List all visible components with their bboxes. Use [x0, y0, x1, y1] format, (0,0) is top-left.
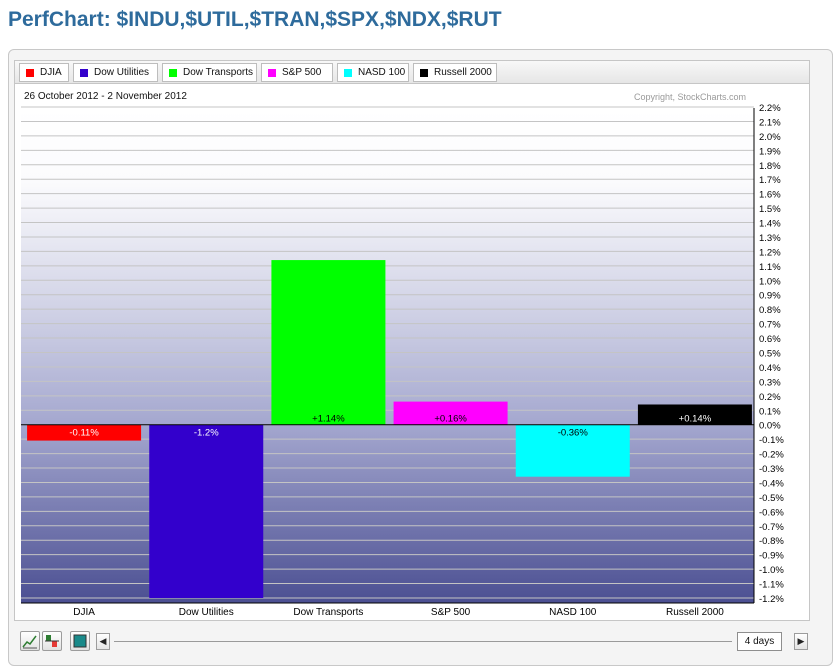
legend-swatch-icon: [26, 69, 34, 77]
date-slider-track[interactable]: [114, 641, 732, 642]
legend-swatch-icon: [420, 69, 428, 77]
perf-chart: -0.11% -1.2% +1.14% +0.16% -0.36% +0.14% 2.2%…: [21, 103, 784, 618]
copyright-notice: Copyright, StockCharts.com: [634, 92, 747, 102]
bar-russell-2000[interactable]: [637, 404, 752, 425]
legend-label: S&P 500: [282, 67, 322, 78]
y-tick-label: -0.9%: [759, 551, 784, 562]
legend-label: DJIA: [40, 67, 62, 78]
date-range: 26 October 2012 - 2 November 2012: [24, 91, 187, 102]
x-category-label: NASD 100: [549, 607, 597, 618]
legend-swatch-icon: [344, 69, 352, 77]
period-selector[interactable]: 4 days: [737, 632, 782, 651]
color-square-icon[interactable]: [70, 631, 90, 651]
y-tick-label: 1.4%: [759, 219, 781, 230]
y-tick-label: 1.5%: [759, 204, 781, 215]
y-tick-label: -0.1%: [759, 435, 784, 446]
legend-swatch-icon: [268, 69, 276, 77]
y-tick-label: 0.4%: [759, 363, 781, 374]
legend-item-dow-transports[interactable]: Dow Transports: [162, 63, 257, 82]
bar-value-label: +0.16%: [434, 414, 467, 425]
legend-label: Dow Transports: [183, 67, 254, 78]
x-category-label: DJIA: [73, 607, 95, 618]
y-tick-label: 0.9%: [759, 291, 781, 302]
legend-label: Russell 2000: [434, 67, 492, 78]
y-tick-label: -0.6%: [759, 507, 784, 518]
y-tick-label: 2.0%: [759, 132, 781, 143]
y-tick-label: -1.1%: [759, 580, 784, 591]
y-tick-label: 0.3%: [759, 377, 781, 388]
y-tick-label: 1.8%: [759, 161, 781, 172]
bar-nasd-100[interactable]: [515, 424, 630, 477]
y-tick-label: 0.1%: [759, 406, 781, 417]
y-tick-label: -0.5%: [759, 493, 784, 504]
y-tick-label: 1.2%: [759, 247, 781, 258]
bar-dow-transports[interactable]: [271, 260, 386, 425]
bar-value-label: +0.14%: [679, 414, 712, 425]
bar-chart-icon[interactable]: [42, 631, 62, 651]
y-tick-label: 1.9%: [759, 146, 781, 157]
x-category-label: Russell 2000: [666, 607, 724, 618]
legend-item-russell2000[interactable]: Russell 2000: [413, 63, 497, 82]
plot-panel: -0.11% -1.2% +1.14% +0.16% -0.36% +0.14% 2.2%…: [14, 83, 810, 621]
legend-item-dow-utilities[interactable]: Dow Utilities: [73, 63, 158, 82]
page-title: PerfChart: $INDU,$UTIL,$TRAN,$SPX,$NDX,$…: [8, 8, 502, 31]
legend-swatch-icon: [169, 69, 177, 77]
y-tick-label: 2.2%: [759, 103, 781, 114]
y-tick-label: -0.2%: [759, 450, 784, 461]
x-category-label: S&P 500: [431, 607, 471, 618]
y-tick-label: -0.7%: [759, 522, 784, 533]
y-tick-label: 1.6%: [759, 190, 781, 201]
y-tick-label: -1.0%: [759, 565, 784, 576]
y-tick-label: 1.0%: [759, 276, 781, 287]
legend-item-djia[interactable]: DJIA: [19, 63, 69, 82]
legend-label: Dow Utilities: [94, 67, 150, 78]
y-tick-label: -0.8%: [759, 536, 784, 547]
bar-s-p-500[interactable]: [393, 401, 508, 425]
chart-toolbar: ◀ 4 days ▶: [14, 629, 814, 657]
legend-item-sp500[interactable]: S&P 500: [261, 63, 333, 82]
y-tick-label: 0.0%: [759, 421, 781, 432]
bar-djia[interactable]: [27, 424, 142, 441]
line-chart-icon[interactable]: [20, 631, 40, 651]
y-tick-label: 2.1%: [759, 117, 781, 128]
legend-swatch-icon: [80, 69, 88, 77]
x-category-label: Dow Utilities: [179, 607, 234, 618]
y-tick-label: 0.2%: [759, 392, 781, 403]
plot-background: [21, 108, 754, 603]
y-tick-label: -1.2%: [759, 594, 784, 605]
bar-value-label: -0.11%: [69, 428, 99, 439]
y-tick-label: 0.8%: [759, 305, 781, 316]
y-tick-label: -0.4%: [759, 478, 784, 489]
scroll-right-button[interactable]: ▶: [794, 633, 808, 650]
legend-bar: DJIA Dow Utilities Dow Transports S&P 50…: [14, 60, 810, 83]
y-tick-label: 0.5%: [759, 349, 781, 360]
x-category-label: Dow Transports: [293, 607, 363, 618]
y-tick-label: 1.3%: [759, 233, 781, 244]
y-tick-label: 1.7%: [759, 175, 781, 186]
legend-item-nasd100[interactable]: NASD 100: [337, 63, 409, 82]
bar-value-label: -0.36%: [558, 428, 589, 439]
bar-dow-utilities[interactable]: [149, 424, 264, 598]
y-tick-label: -0.3%: [759, 464, 784, 475]
legend-label: NASD 100: [358, 67, 406, 78]
y-tick-label: 1.1%: [759, 262, 781, 273]
bar-value-label: +1.14%: [312, 414, 345, 425]
bar-value-label: -1.2%: [194, 428, 219, 439]
scroll-left-button[interactable]: ◀: [96, 633, 110, 650]
y-tick-label: 0.7%: [759, 320, 781, 331]
y-tick-label: 0.6%: [759, 334, 781, 345]
